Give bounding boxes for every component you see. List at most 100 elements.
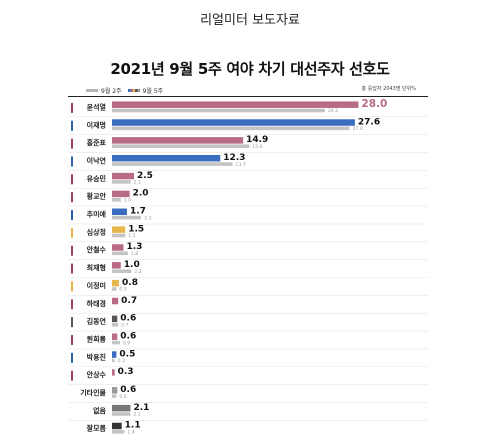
bar-current [112, 422, 122, 430]
category-label: 원희룡 [87, 334, 107, 343]
value-label-previous: 27.0 [353, 126, 363, 132]
party-marker [71, 192, 73, 203]
legend-item-curr: 9월 5주 [127, 86, 164, 95]
value-label-previous: 1.0 [124, 197, 131, 203]
value-label-current: 0.6 [120, 314, 136, 324]
legend-label-prev: 9월 2주 [101, 88, 122, 95]
value-label-current: 1.3 [126, 242, 142, 252]
bar-current [112, 137, 244, 144]
value-label-current: 27.6 [358, 117, 380, 127]
bar-previous [112, 251, 128, 256]
party-marker [71, 120, 73, 131]
bar-current [112, 154, 221, 162]
value-label-previous: 13.7 [236, 162, 246, 168]
party-marker [71, 210, 73, 221]
bar-current [112, 297, 119, 305]
category-label: 최재형 [87, 263, 106, 272]
party-marker [71, 174, 73, 185]
bar-previous [112, 108, 325, 113]
value-label-current: 1.5 [128, 224, 144, 234]
value-label-previous: 0.5 [119, 287, 126, 293]
legend-swatch-curr [127, 89, 140, 92]
value-label-previous: 0.3 [118, 358, 125, 364]
report-header: 리얼미터 보도자료 [200, 13, 300, 28]
value-label-previous: 0.5 [119, 394, 126, 400]
party-marker [71, 263, 73, 274]
chart-title: 2021년 9월 5주 여야 차기 대선주자 선호도 [110, 60, 390, 78]
party-marker [71, 334, 73, 345]
value-label-previous: 1.4 [127, 430, 134, 434]
bar-previous [112, 215, 142, 220]
bar-current [112, 244, 124, 251]
category-label: 추미애 [87, 210, 106, 219]
bar-current [112, 262, 121, 269]
value-label-current: 2.1 [133, 403, 149, 413]
value-label-current: 2.0 [133, 189, 149, 199]
value-label-current: 1.0 [124, 260, 140, 270]
bar-previous [112, 233, 126, 238]
category-label: 유승민 [87, 174, 106, 183]
bar-previous [112, 180, 131, 184]
sample-note: 총 응답자 2043명 단위% [361, 86, 416, 92]
bar-previous [112, 269, 132, 273]
legend-swatch-prev [86, 89, 98, 92]
bar-current [112, 351, 117, 358]
value-label-current: 28.0 [361, 98, 387, 110]
bar-previous [112, 430, 125, 434]
category-label: 심상정 [87, 227, 106, 236]
value-label-previous: 1.5 [128, 233, 135, 239]
legend: 9월 2주 9월 5주 [86, 86, 169, 95]
bar-current [112, 101, 359, 108]
bar-previous [112, 287, 117, 291]
value-label-previous: 15.6 [252, 144, 262, 150]
party-marker [71, 102, 73, 113]
party-marker [71, 352, 73, 363]
bar-previous [112, 412, 131, 416]
value-label-current: 1.1 [125, 421, 141, 431]
category-label: 기타인물 [80, 388, 106, 397]
value-label-current: 14.9 [246, 135, 268, 145]
party-marker [71, 370, 73, 381]
party-marker [71, 281, 73, 292]
bar-current [112, 119, 355, 126]
category-label: 윤석열 [87, 102, 106, 111]
bar-current [112, 369, 115, 376]
bar-current [112, 315, 118, 323]
value-label-current: 0.6 [120, 385, 136, 395]
legend-label-curr: 9월 5주 [142, 88, 164, 95]
category-label: 황교안 [87, 192, 107, 201]
category-label: 안상수 [87, 370, 107, 379]
value-label-current: 0.8 [122, 278, 138, 288]
value-label-current: 0.7 [121, 296, 137, 306]
value-label-previous: 24.2 [328, 108, 338, 114]
category-label: 안철수 [87, 245, 107, 254]
category-label: 없음 [93, 406, 106, 415]
category-label: 홍준표 [87, 138, 107, 147]
bar-previous [112, 394, 117, 398]
value-label-previous: 2.2 [134, 269, 141, 275]
bar-current [112, 172, 134, 180]
legend-item-prev: 9월 2주 [86, 86, 122, 95]
bar-previous [112, 358, 115, 363]
party-marker [71, 299, 73, 310]
bar-current [112, 333, 118, 340]
bar-current [112, 226, 126, 233]
bar-previous [112, 126, 350, 131]
party-marker [71, 245, 73, 256]
bar-previous [112, 197, 121, 202]
category-label: 김동연 [87, 317, 106, 326]
bar-current [112, 404, 131, 412]
value-label-current: 0.6 [120, 331, 136, 341]
party-marker [71, 156, 73, 167]
value-label-previous: 3.3 [144, 215, 151, 221]
bar-previous [112, 162, 233, 166]
value-label-previous: 2.1 [133, 412, 140, 418]
bar-current [112, 208, 127, 216]
category-label: 박용진 [87, 352, 106, 361]
bar-current [112, 279, 120, 287]
bar-previous [112, 144, 250, 149]
value-label-current: 2.5 [137, 171, 153, 181]
bar-current [112, 190, 130, 198]
category-label: 이낙연 [87, 156, 106, 165]
